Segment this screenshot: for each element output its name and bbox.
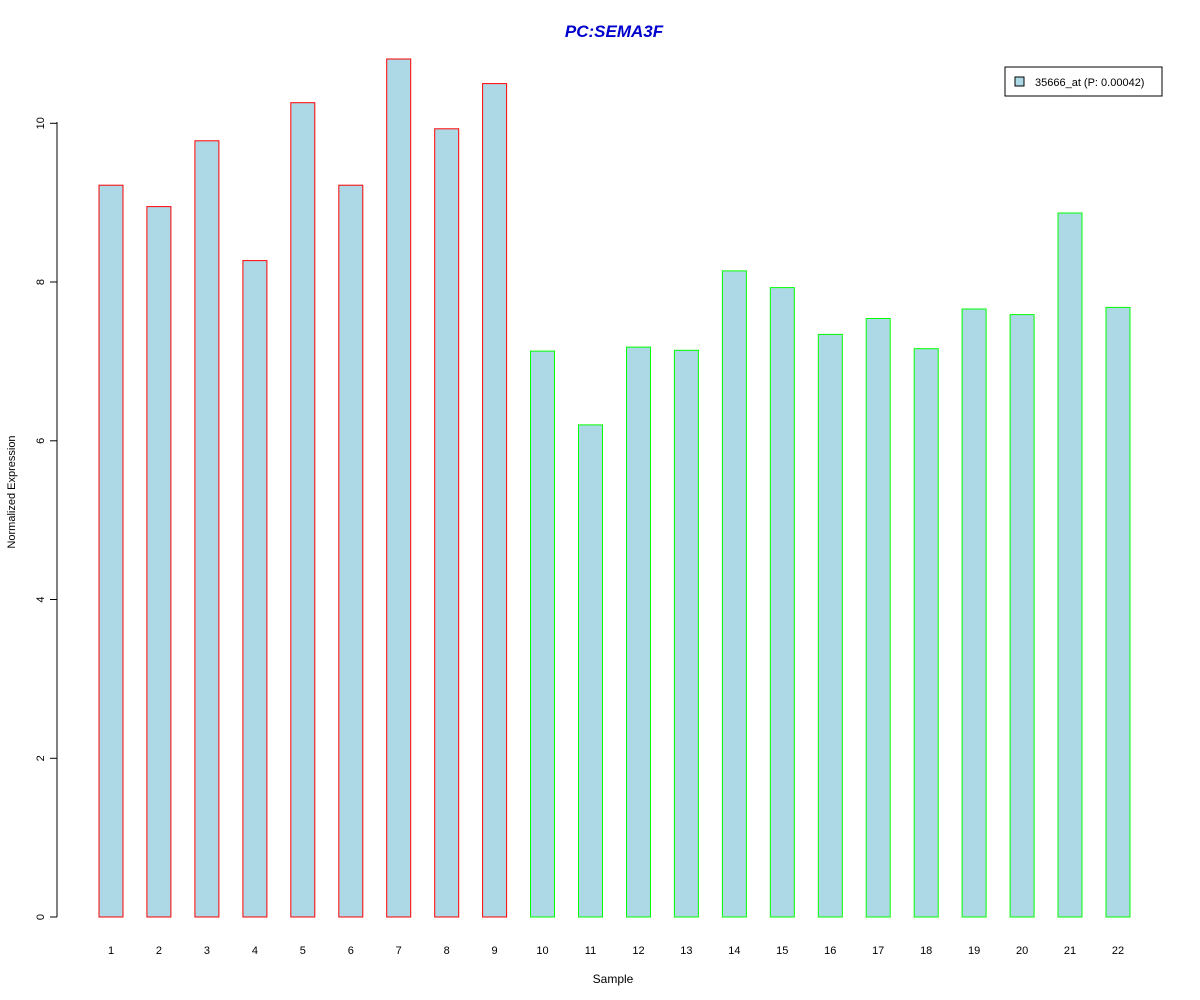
x-tick-label: 19 bbox=[968, 945, 980, 957]
bar-sample-9 bbox=[482, 83, 508, 918]
y-axis: 0 2 4 6 8 10 bbox=[35, 117, 58, 920]
y-tick-label: 4 bbox=[35, 596, 47, 602]
x-tick-label: 9 bbox=[492, 945, 498, 957]
y-tick-label: 2 bbox=[35, 755, 47, 761]
x-tick-label: 4 bbox=[252, 945, 258, 957]
x-tick-label: 22 bbox=[1112, 945, 1124, 957]
bar-sample-1 bbox=[98, 184, 124, 918]
x-tick-label: 17 bbox=[872, 945, 884, 957]
x-tick-label: 11 bbox=[585, 945, 596, 957]
bar-sample-20 bbox=[1009, 314, 1035, 918]
bar-sample-4 bbox=[242, 260, 268, 918]
bar-sample-6 bbox=[338, 184, 364, 918]
x-tick-label: 10 bbox=[536, 945, 548, 957]
x-tick-labels: 1 2 3 4 5 6 7 8 9 10 11 12 13 14 15 16 17 18 19 20 21 22 bbox=[108, 945, 1124, 957]
x-tick-label: 1 bbox=[108, 945, 114, 957]
bar-sample-18 bbox=[913, 348, 939, 918]
x-tick-label: 16 bbox=[824, 945, 836, 957]
legend-label: 35666_at (P: 0.00042) bbox=[1035, 77, 1144, 89]
bar-sample-16 bbox=[817, 333, 843, 918]
y-tick-label: 8 bbox=[35, 279, 47, 285]
x-tick-label: 6 bbox=[348, 945, 354, 957]
bar-sample-19 bbox=[961, 308, 987, 918]
bar-sample-5 bbox=[290, 102, 316, 918]
bar-sample-11 bbox=[578, 424, 603, 918]
bar-sample-7 bbox=[386, 58, 412, 918]
x-tick-label: 13 bbox=[680, 945, 692, 957]
x-tick-label: 2 bbox=[156, 945, 162, 957]
bar-sample-3 bbox=[194, 140, 220, 918]
y-tick-label: 6 bbox=[35, 438, 47, 444]
bar-sample-12 bbox=[626, 346, 651, 918]
bar-sample-13 bbox=[673, 349, 699, 918]
x-axis-label: Sample bbox=[593, 972, 634, 986]
x-tick-label: 5 bbox=[300, 945, 306, 957]
x-tick-label: 7 bbox=[396, 945, 402, 957]
y-axis-label: Normalized Expression bbox=[6, 435, 18, 548]
bar-sample-15 bbox=[769, 287, 795, 918]
bar-sample-10 bbox=[530, 350, 555, 918]
bar-sample-2 bbox=[146, 206, 172, 918]
bar-sample-22 bbox=[1105, 306, 1131, 918]
bar-sample-17 bbox=[865, 318, 891, 918]
x-tick-label: 12 bbox=[632, 945, 644, 957]
y-tick-label: 0 bbox=[35, 914, 47, 920]
bar-sample-8 bbox=[434, 128, 460, 918]
legend: 35666_at (P: 0.00042) bbox=[1004, 66, 1163, 97]
bar-sample-14 bbox=[721, 270, 747, 918]
y-axis-ticks: 0 2 4 6 8 10 bbox=[35, 117, 57, 920]
chart-title: PC:SEMA3F bbox=[565, 22, 664, 41]
y-tick-label: 10 bbox=[35, 117, 47, 129]
x-tick-label: 18 bbox=[920, 945, 932, 957]
x-tick-label: 20 bbox=[1016, 945, 1028, 957]
x-tick-label: 15 bbox=[776, 945, 788, 957]
bars-group bbox=[98, 58, 1131, 918]
legend-swatch bbox=[1014, 76, 1025, 87]
x-tick-label: 3 bbox=[204, 945, 210, 957]
bar-sample-21 bbox=[1057, 212, 1083, 918]
legend-box bbox=[1004, 66, 1163, 97]
x-tick-label: 21 bbox=[1064, 945, 1076, 957]
x-tick-label: 14 bbox=[728, 945, 740, 957]
x-tick-label: 8 bbox=[444, 945, 450, 957]
